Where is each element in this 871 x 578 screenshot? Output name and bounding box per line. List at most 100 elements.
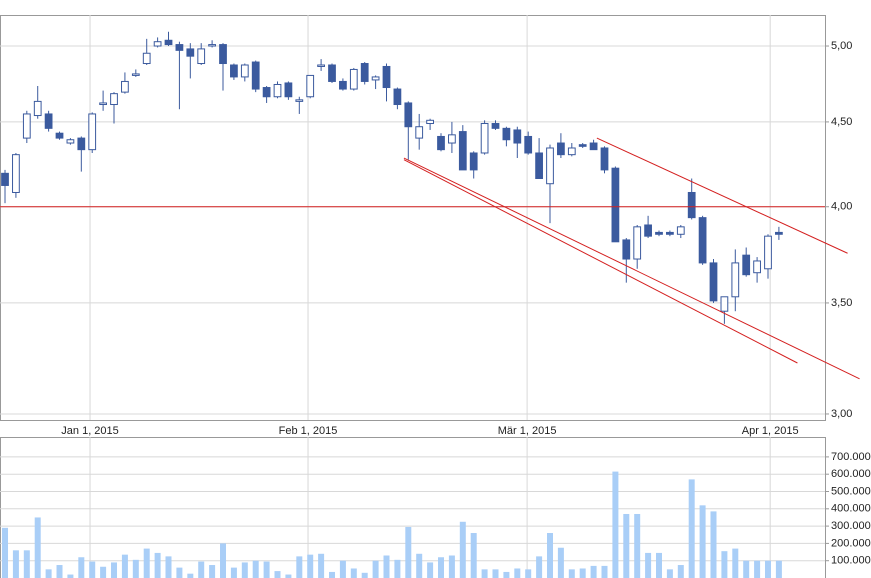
candle-body [491,123,500,129]
volume-bar [89,561,96,578]
candle-body [99,102,107,106]
x-tick-label: Jan 1, 2015 [61,425,119,437]
candle-body [1,172,9,186]
volume-bar [666,569,673,578]
candle-body [458,131,467,171]
volume-bar [176,567,183,578]
candle-body [480,123,489,154]
volume-bar [655,552,662,578]
candle-body [426,119,434,125]
volume-bar [2,527,9,578]
candle-body [131,73,140,76]
y-tick-label: 600.000 [831,468,871,480]
volume-bar [470,533,477,578]
candle-body [557,142,565,156]
volume-bar [743,560,750,578]
candle-body [687,191,696,219]
y-tick-label: 300.000 [831,520,871,532]
volume-bar [754,560,761,578]
volume-bar [339,560,346,578]
candle-body [55,132,64,139]
volume-bar [296,556,303,578]
y-tick-label: 400.000 [831,503,871,515]
candle-body [317,64,325,67]
candle-body [33,100,42,117]
volume-bar [285,574,292,578]
volume-bar [438,557,445,578]
candle-body [88,113,97,151]
candle-body [676,226,685,235]
volume-bar [143,548,150,578]
volume-bar [394,559,401,578]
candle-body [382,65,391,89]
candle-body [273,83,282,98]
candle-body [186,48,195,57]
volume-bar [263,561,270,578]
candle-body [251,61,260,90]
candle-body [360,63,369,82]
candle-body [742,254,751,276]
volume-bar [427,562,434,578]
y-tick-label: 4,50 [831,116,852,128]
volume-bar [525,569,532,578]
candle-body [513,129,522,144]
y-tick-label: 4,00 [831,201,852,213]
volume-bar [764,560,771,578]
volume-bar [416,553,423,578]
y-tick-label: 500.000 [831,485,871,497]
candle-body [219,44,227,65]
volume-bar [612,471,619,578]
volume-bar [34,517,41,578]
volume-bar [187,573,194,578]
candle-body [753,260,761,274]
volume-bar [568,569,575,578]
trend-line [403,157,860,380]
volume-bar [209,565,216,578]
volume-bar [383,555,390,578]
candle-body [764,235,772,270]
x-tick-label: Apr 1, 2015 [742,425,799,437]
volume-bar [634,513,641,578]
candle-body [295,99,304,102]
volume-bar [732,548,739,578]
volume-bar [677,565,684,578]
volume-bar [67,574,74,578]
candle-body [339,80,347,90]
volume-bar [230,567,237,578]
candle-body [644,224,652,237]
candle-body [262,87,271,98]
volume-bar [56,565,63,578]
candle-body [666,231,674,235]
candle-body [535,152,543,179]
candle-body [164,39,173,46]
y-tick-label: 5,00 [831,40,852,52]
volume-bar [78,557,85,578]
volume-bar [220,543,227,578]
volume-bar [12,550,19,578]
candle-body [393,88,402,106]
candle-body [437,135,445,151]
candle-body [524,135,533,154]
candle-body [230,64,238,78]
candle-body [709,262,718,302]
candle-body [633,226,642,260]
candle-body [77,137,86,151]
candle-body [284,82,293,98]
candle-body [469,152,478,171]
trend-line [596,137,848,254]
volume-bar [318,553,325,578]
candle-body [622,239,631,260]
volume-bar [492,569,499,578]
y-tick-label: 3,50 [831,297,852,309]
volume-bar [503,571,510,578]
y-tick-label: 3,00 [831,408,852,420]
volume-bar [579,568,586,578]
candle-body [44,113,53,129]
volume-bar [448,555,455,578]
candle-body [720,296,729,312]
trend-line [403,159,798,364]
volume-bar [721,551,728,578]
volume-bar [45,569,52,578]
candle-body [546,147,554,185]
